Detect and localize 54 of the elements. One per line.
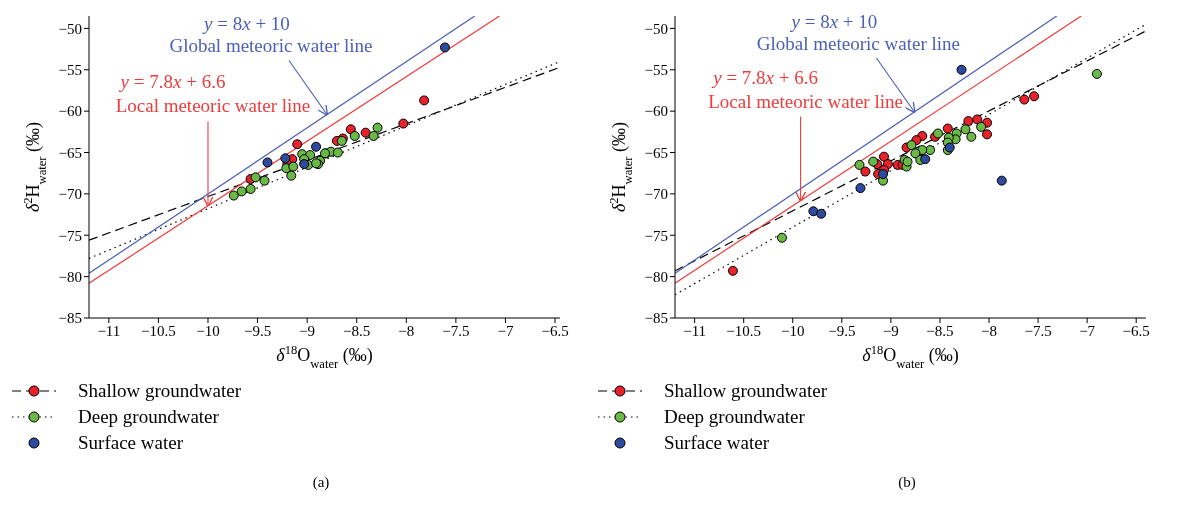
- x-tick-label: −9: [882, 322, 899, 339]
- x-tick-label: −7.5: [1024, 322, 1052, 339]
- y-tick-label: −50: [58, 20, 82, 37]
- legend-label: Deep groundwater: [664, 406, 805, 428]
- y-tick-label: −55: [58, 62, 82, 79]
- y-tick-label: −85: [644, 310, 668, 327]
- y-tick-label: −80: [644, 268, 668, 285]
- y-tick-label: −65: [58, 144, 82, 161]
- x-tick-label: −6.5: [541, 322, 569, 339]
- y-tick-label: −75: [644, 227, 668, 244]
- x-tick-label: −8.5: [926, 322, 954, 339]
- legend-label: Surface water: [664, 432, 769, 454]
- y-tick-label: −70: [644, 186, 668, 203]
- x-tick-label: −8.5: [343, 322, 371, 339]
- y-tick-label: −60: [58, 103, 82, 120]
- annotation: Global meteoric water line: [756, 32, 960, 54]
- y-tick-label: −70: [58, 186, 82, 203]
- annotation: Local meteoric water line: [115, 95, 311, 117]
- text: (b): [897, 474, 917, 491]
- y-tick-label: −60: [644, 103, 668, 120]
- annotation: y = 8x + 10: [202, 13, 290, 35]
- y-tick-label: −65: [644, 144, 668, 161]
- annotation: y = 8x + 10: [789, 10, 878, 32]
- y-tick-label: −50: [644, 20, 668, 37]
- x-tick-label: −9: [299, 322, 316, 339]
- x-tick-label: −10: [196, 322, 220, 339]
- x-axis-title: δ$^{18}$O$_{water}$ (‰): [862, 343, 959, 371]
- text: (a): [311, 474, 331, 491]
- x-tick-label: −6.5: [1122, 322, 1150, 339]
- x-tick-label: −7: [497, 322, 514, 339]
- annotation: y = 7.8x + 6.6: [711, 66, 819, 88]
- x-tick-label: −11: [683, 322, 707, 339]
- x-tick-label: −7.5: [442, 322, 470, 339]
- y-tick-label: −80: [58, 268, 82, 285]
- y-tick-label: −85: [58, 310, 82, 327]
- x-tick-label: −10: [781, 322, 805, 339]
- x-tick-label: −7: [1079, 322, 1096, 339]
- x-tick-label: −10.5: [726, 322, 762, 339]
- x-tick-label: −8: [398, 322, 415, 339]
- y-tick-label: −55: [644, 62, 668, 79]
- legend-label: Shallow groundwater: [78, 380, 242, 402]
- annotation: Global meteoric water line: [169, 35, 373, 57]
- legend-label: Surface water: [78, 432, 183, 454]
- y-tick-label: −75: [58, 227, 82, 244]
- x-tick-label: −11: [97, 322, 121, 339]
- legend-label: Shallow groundwater: [664, 380, 828, 402]
- annotation: y = 7.8x + 6.6: [118, 71, 226, 93]
- legend-label: Deep groundwater: [78, 406, 219, 428]
- x-tick-label: −10.5: [141, 322, 176, 339]
- x-axis-title: δ$^{18}$O$_{water}$ (‰): [276, 343, 373, 371]
- x-tick-label: −9.5: [828, 322, 856, 339]
- annotation: Local meteoric water line: [708, 90, 903, 112]
- x-tick-label: −9.5: [243, 322, 272, 339]
- x-tick-label: −8: [981, 322, 997, 339]
